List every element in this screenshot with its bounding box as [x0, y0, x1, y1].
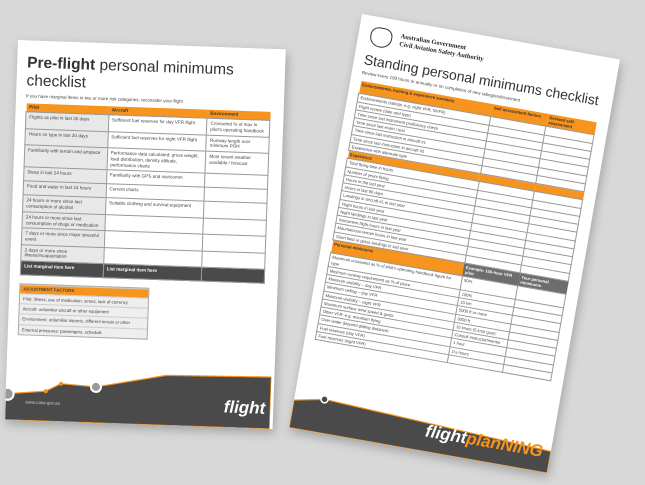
flightplanning-logo: flight [223, 397, 266, 418]
table-cell: Most recent weather available / forecast [205, 151, 269, 176]
standing-table: Endorsements, training & experience summ… [315, 80, 597, 382]
checklist-table: Pilot Aircraft Environment Flights as pilot… [20, 103, 271, 284]
footer-graphic [4, 374, 272, 430]
adjustment-factors: ADJUSTMENT FACTORS Pilot: illness, use o… [17, 283, 150, 340]
footer-graphic [289, 395, 552, 474]
table-cell: List marginal item here [20, 260, 104, 278]
preflight-checklist-page: Pre-flight personal minimums checklist I… [4, 40, 286, 430]
standing-minimums-page: Australian Government Civil Aviation Safe… [289, 14, 621, 474]
table-cell: List marginal item here [102, 263, 203, 282]
table-cell [201, 267, 265, 284]
table-cell: Familiarity with terrain and airspace [24, 144, 108, 171]
page-title: Pre-flight personal minimums checklist [26, 54, 235, 92]
